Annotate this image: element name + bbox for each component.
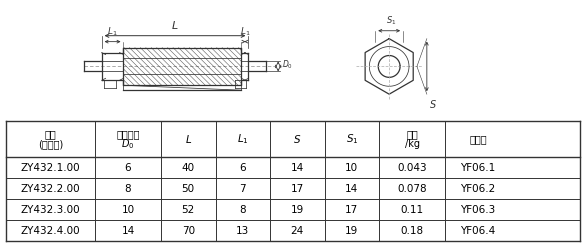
Text: 重量: 重量 bbox=[406, 129, 418, 139]
Text: $L$: $L$ bbox=[185, 133, 192, 145]
Text: 0.11: 0.11 bbox=[401, 205, 424, 215]
Text: $D_0$: $D_0$ bbox=[282, 58, 293, 71]
Text: 17: 17 bbox=[345, 205, 359, 215]
Text: 24: 24 bbox=[291, 226, 304, 235]
Text: 40: 40 bbox=[182, 163, 195, 173]
Text: 19: 19 bbox=[291, 205, 304, 215]
Text: $D_0$: $D_0$ bbox=[121, 137, 135, 151]
Text: /kg: /kg bbox=[404, 139, 420, 149]
Text: 8: 8 bbox=[240, 205, 246, 215]
Text: ZY432.4.00: ZY432.4.00 bbox=[21, 226, 80, 235]
Text: 14: 14 bbox=[291, 163, 304, 173]
Text: $S$: $S$ bbox=[429, 98, 437, 110]
Text: 0.078: 0.078 bbox=[397, 183, 427, 193]
Text: $S_1$: $S_1$ bbox=[386, 14, 396, 27]
Text: YF06.2: YF06.2 bbox=[461, 183, 496, 193]
Text: (订货号): (订货号) bbox=[38, 139, 63, 149]
Text: YF06.1: YF06.1 bbox=[461, 163, 496, 173]
Text: 52: 52 bbox=[182, 205, 195, 215]
Text: 14: 14 bbox=[121, 226, 135, 235]
Text: 70: 70 bbox=[182, 226, 195, 235]
Text: ZY432.1.00: ZY432.1.00 bbox=[21, 163, 80, 173]
Text: YF06.4: YF06.4 bbox=[461, 226, 496, 235]
Text: $S$: $S$ bbox=[293, 133, 301, 145]
Text: $S_1$: $S_1$ bbox=[346, 132, 358, 146]
Text: 19: 19 bbox=[345, 226, 359, 235]
Text: 0.043: 0.043 bbox=[397, 163, 427, 173]
Text: 管子外径: 管子外径 bbox=[116, 129, 139, 139]
Text: 10: 10 bbox=[345, 163, 359, 173]
Text: $L_1$: $L_1$ bbox=[240, 25, 250, 38]
Text: 8: 8 bbox=[125, 183, 131, 193]
Text: 6: 6 bbox=[125, 163, 131, 173]
Text: YF06.3: YF06.3 bbox=[461, 205, 496, 215]
Text: $L_1$: $L_1$ bbox=[237, 132, 248, 146]
Text: 6: 6 bbox=[240, 163, 246, 173]
Text: 0.18: 0.18 bbox=[401, 226, 424, 235]
Text: 14: 14 bbox=[345, 183, 359, 193]
Text: 13: 13 bbox=[236, 226, 250, 235]
Text: $L$: $L$ bbox=[171, 19, 179, 31]
Text: ZY432.3.00: ZY432.3.00 bbox=[21, 205, 80, 215]
Text: ZY432.2.00: ZY432.2.00 bbox=[21, 183, 80, 193]
Text: 代号: 代号 bbox=[45, 129, 56, 139]
Text: 7: 7 bbox=[240, 183, 246, 193]
Text: 对应号: 对应号 bbox=[469, 134, 487, 144]
Text: $L_1$: $L_1$ bbox=[107, 25, 118, 38]
Text: 50: 50 bbox=[182, 183, 195, 193]
Text: 10: 10 bbox=[121, 205, 135, 215]
Text: 17: 17 bbox=[291, 183, 304, 193]
